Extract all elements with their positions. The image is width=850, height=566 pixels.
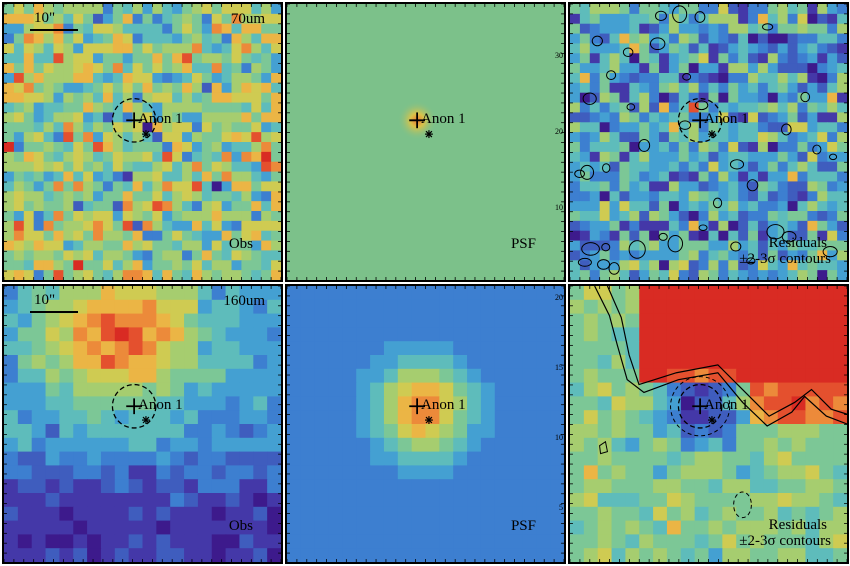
scale-bar bbox=[30, 29, 78, 31]
panel-p160-obs: Anon 1 160um 10" Obs bbox=[2, 284, 283, 564]
source-label: Anon 1 bbox=[138, 397, 183, 413]
source-label: Anon 1 bbox=[704, 111, 749, 127]
corner-label: Obs bbox=[228, 518, 253, 534]
image-p160-psf bbox=[287, 286, 564, 562]
axis-tick-label: 15 bbox=[555, 363, 563, 372]
image-p160-obs bbox=[4, 286, 281, 562]
image-p70-res bbox=[570, 4, 847, 280]
corner-label-2: ±2-3σ contours bbox=[739, 533, 831, 549]
corner-label: Residuals bbox=[768, 517, 827, 533]
panel-p70-psf: Anon 1 PSF 30 20 10 bbox=[285, 2, 566, 282]
source-label: Anon 1 bbox=[421, 397, 466, 413]
image-p70-psf bbox=[287, 4, 564, 280]
corner-label: Obs bbox=[228, 236, 253, 252]
band-label: 70um bbox=[230, 11, 265, 27]
image-p70-obs bbox=[4, 4, 281, 280]
band-label: 160um bbox=[223, 293, 265, 309]
source-label: Anon 1 bbox=[138, 111, 183, 127]
axis-tick-label: 20 bbox=[555, 293, 563, 302]
corner-label-2: ±2-3σ contours bbox=[739, 251, 831, 267]
axis-tick-label: 10 bbox=[555, 203, 563, 212]
corner-label: Residuals bbox=[768, 235, 827, 251]
panel-p160-psf: Anon 1 PSF 20 15 10 5 bbox=[285, 284, 566, 564]
axis-tick-label: 20 bbox=[555, 127, 563, 136]
axis-tick-label: 5 bbox=[559, 503, 563, 512]
source-label: Anon 1 bbox=[421, 111, 466, 127]
image-p160-res bbox=[570, 286, 847, 562]
panel-p70-obs: Anon 1 70um 10" Obs bbox=[2, 2, 283, 282]
axis-tick-label: 10 bbox=[555, 433, 563, 442]
scale-bar bbox=[30, 311, 78, 313]
corner-label: PSF bbox=[510, 236, 536, 252]
scale-label: 10" bbox=[34, 10, 56, 26]
source-label: Anon 1 bbox=[704, 397, 749, 413]
axis-tick-label: 30 bbox=[555, 51, 563, 60]
scale-label: 10" bbox=[34, 292, 56, 308]
corner-label: PSF bbox=[510, 518, 536, 534]
panel-p160-res: Anon 1 Residuals ±2-3σ contours bbox=[568, 284, 849, 564]
panel-p70-res: Anon 1 Residuals ±2-3σ contours bbox=[568, 2, 849, 282]
